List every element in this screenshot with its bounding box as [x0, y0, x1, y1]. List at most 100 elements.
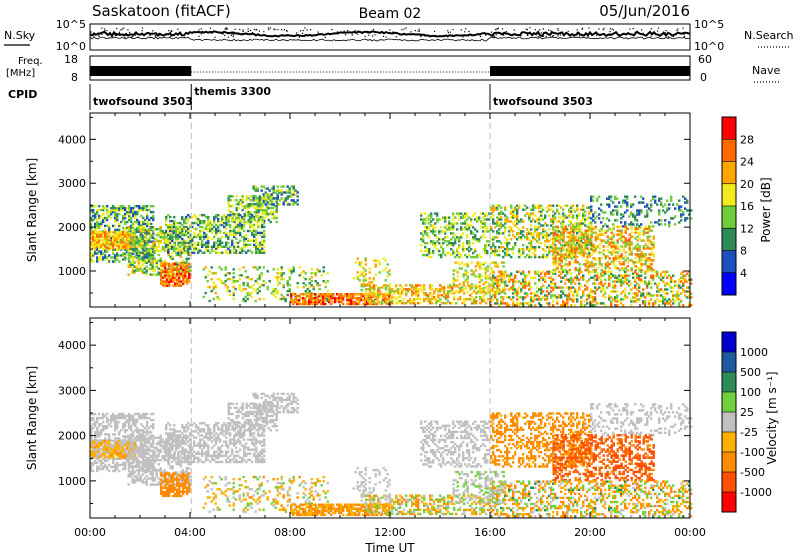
- power-cell: [492, 242, 495, 245]
- power-cell: [129, 241, 132, 245]
- power-cell: [469, 294, 472, 297]
- power-cell: [264, 197, 267, 200]
- power-cell: [225, 219, 228, 223]
- power-cell: [578, 251, 581, 254]
- power-cell: [225, 245, 228, 248]
- power-cell: [644, 259, 647, 262]
- power-cell: [130, 208, 133, 212]
- power-cell: [257, 249, 260, 252]
- power-cell: [239, 223, 242, 227]
- power-cell: [578, 230, 581, 233]
- power-cell: [143, 239, 146, 243]
- power-cell: [562, 300, 565, 303]
- power-cell: [94, 222, 97, 226]
- power-cell: [466, 248, 469, 251]
- power-cell: [254, 195, 257, 198]
- power-cell: [578, 228, 581, 231]
- power-cell: [516, 214, 519, 217]
- power-cell: [462, 214, 465, 217]
- power-cell: [282, 285, 285, 289]
- power-cell: [446, 244, 449, 247]
- power-cell: [369, 300, 372, 303]
- power-cell: [231, 212, 234, 216]
- power-cell: [102, 245, 105, 248]
- power-cell: [492, 276, 495, 279]
- power-cell: [265, 214, 268, 218]
- noise-search-point: [598, 28, 600, 30]
- power-cell: [452, 251, 455, 255]
- power-cell: [243, 239, 246, 242]
- power-cell: [231, 233, 234, 237]
- power-cell: [484, 236, 487, 239]
- power-cell: [241, 208, 244, 212]
- power-cell: [550, 270, 553, 273]
- power-cell: [600, 302, 603, 305]
- power-cell: [180, 272, 183, 275]
- power-cell: [492, 218, 495, 221]
- power-cell: [411, 302, 414, 305]
- power-cell: [586, 218, 589, 221]
- power-cell: [364, 291, 367, 294]
- power-cell: [413, 292, 416, 295]
- noise-search-point: [552, 35, 554, 37]
- power-cell: [479, 292, 482, 295]
- power-cell: [249, 243, 252, 246]
- power-cell: [217, 243, 220, 246]
- power-cell: [235, 218, 238, 222]
- power-cell: [518, 280, 521, 283]
- power-cell: [570, 246, 573, 249]
- power-cell: [572, 247, 575, 250]
- power-cell: [286, 280, 289, 283]
- power-cell: [612, 263, 615, 266]
- power-cell: [267, 212, 270, 216]
- power-cell: [496, 206, 499, 209]
- power-cell: [624, 251, 627, 254]
- noise-search-point: [324, 36, 326, 39]
- power-cell: [648, 263, 651, 266]
- power-cell: [124, 245, 127, 248]
- power-cell: [263, 216, 266, 220]
- power-cell: [223, 215, 226, 219]
- power-cell: [150, 216, 153, 220]
- power-cell: [178, 284, 181, 287]
- power-cell: [316, 302, 319, 306]
- power-cell: [227, 220, 230, 224]
- power-cell: [364, 273, 367, 276]
- power-cell: [213, 241, 216, 244]
- noise-search-point: [581, 28, 583, 30]
- power-cell: [171, 223, 174, 227]
- power-cell: [558, 294, 561, 297]
- power-cell: [544, 234, 547, 237]
- power-cell: [586, 261, 589, 264]
- power-cell: [576, 242, 579, 245]
- power-cell: [146, 220, 149, 224]
- power-cell: [428, 251, 431, 255]
- power-cell: [149, 255, 152, 258]
- power-cell: [490, 206, 493, 209]
- power-cell: [167, 214, 170, 217]
- power-cell: [146, 236, 149, 239]
- power-cell: [454, 251, 457, 255]
- power-cell: [187, 269, 190, 272]
- noise-search-point: [602, 29, 604, 31]
- power-cell: [253, 227, 256, 231]
- power-cell: [518, 292, 521, 295]
- power-cell: [476, 220, 479, 223]
- power-cell: [241, 247, 244, 250]
- power-cell: [116, 206, 119, 210]
- power-cell: [221, 221, 224, 225]
- power-cell: [504, 270, 507, 273]
- power-cell: [239, 218, 242, 222]
- power-cell: [258, 201, 261, 204]
- power-cell: [184, 272, 187, 275]
- power-cell: [430, 212, 433, 215]
- power-cell: [494, 276, 497, 279]
- noise-search-point: [460, 29, 462, 31]
- power-cell: [590, 240, 593, 243]
- power-cell: [191, 225, 194, 229]
- power-cell: [310, 294, 313, 298]
- power-cell: [463, 298, 466, 301]
- power-cell: [554, 244, 557, 247]
- power-cell: [536, 218, 539, 221]
- power-cell: [636, 243, 639, 246]
